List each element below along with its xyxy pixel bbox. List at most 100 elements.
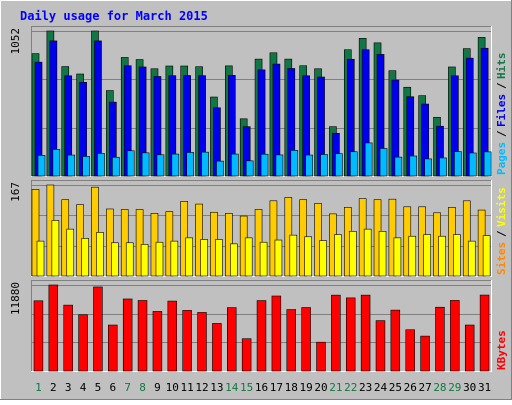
bar-pages-day-8	[141, 152, 150, 177]
bar-sites-day-4	[81, 238, 89, 277]
bar-visits-day-20	[314, 203, 322, 277]
bar-sites-day-22	[348, 231, 357, 277]
bar-visits-day-30	[462, 200, 471, 277]
bar-kbytes-day-28	[435, 306, 445, 372]
bar-pages-day-9	[156, 154, 165, 177]
bar-sites-day-2	[51, 220, 60, 277]
day-label-10: 10	[166, 381, 179, 394]
bar-pages-day-25	[394, 156, 403, 177]
legend-kbytes: KBytes	[495, 330, 508, 370]
bar-pages-day-5	[97, 153, 105, 177]
bar-pages-day-19	[305, 154, 313, 177]
bar-kbytes-day-16	[256, 300, 267, 372]
day-label-14: 14	[225, 381, 239, 394]
bar-kbytes-day-5	[93, 286, 103, 372]
day-label-3: 3	[65, 381, 72, 394]
bar-sites-day-23	[363, 228, 372, 277]
day-label-2: 2	[50, 381, 57, 394]
bar-sites-day-25	[393, 237, 402, 277]
bar-sites-day-6	[111, 242, 119, 277]
bar-sites-day-24	[378, 231, 387, 277]
day-label-9: 9	[154, 381, 161, 394]
bar-pages-day-4	[82, 156, 90, 177]
day-label-30: 30	[463, 381, 476, 394]
day-label-13: 13	[210, 381, 223, 394]
bar-kbytes-day-15	[241, 338, 252, 372]
bar-pages-day-15	[245, 160, 254, 177]
day-label-16: 16	[255, 381, 268, 394]
bar-kbytes-day-31	[479, 294, 490, 372]
day-label-17: 17	[270, 381, 283, 394]
panel-hits-files-pages-legend-separator: /	[495, 82, 508, 89]
bar-sites-day-18	[289, 234, 298, 277]
bar-pages-day-12	[201, 151, 209, 177]
bar-visits-day-8	[135, 209, 144, 277]
panel-visits-sites-max-label: 167	[9, 182, 22, 202]
bar-kbytes-day-21	[331, 294, 341, 372]
bar-sites-day-14	[230, 243, 238, 277]
day-label-27: 27	[418, 381, 431, 394]
chart-title: Daily usage for March 2015	[20, 9, 208, 23]
bar-kbytes-day-2	[48, 284, 59, 372]
bar-pages-day-2	[52, 149, 61, 177]
day-label-5: 5	[95, 381, 102, 394]
bar-kbytes-day-3	[63, 304, 73, 372]
bar-pages-day-14	[231, 153, 239, 177]
day-label-26: 26	[404, 381, 417, 394]
day-label-7: 7	[124, 381, 131, 394]
panel-visits-sites-legend-separator: /	[495, 230, 508, 237]
bar-pages-day-18	[290, 150, 299, 177]
bar-sites-day-16	[259, 241, 268, 277]
day-label-28: 28	[433, 381, 446, 394]
day-label-24: 24	[374, 381, 388, 394]
legend-sites: Sites	[495, 242, 508, 275]
bar-kbytes-day-24	[375, 320, 386, 372]
bar-sites-day-17	[274, 239, 283, 277]
bar-kbytes-day-18	[286, 309, 296, 372]
bar-kbytes-day-27	[420, 335, 430, 372]
bar-kbytes-day-20	[316, 341, 326, 372]
bar-pages-day-6	[112, 156, 120, 177]
bar-sites-day-28	[438, 235, 446, 277]
bar-kbytes-day-9	[152, 311, 163, 372]
bar-visits-day-5	[91, 186, 99, 277]
bar-pages-day-16	[260, 153, 269, 177]
day-label-25: 25	[389, 381, 402, 394]
day-label-29: 29	[448, 381, 461, 394]
bar-sites-day-12	[200, 239, 208, 277]
bar-kbytes-day-19	[301, 307, 311, 372]
bar-kbytes-day-4	[78, 314, 88, 372]
day-label-6: 6	[109, 381, 116, 394]
bar-sites-day-26	[408, 235, 417, 277]
bar-pages-day-31	[483, 151, 492, 177]
bar-sites-day-30	[467, 240, 476, 277]
bar-pages-day-28	[439, 157, 447, 177]
bar-pages-day-13	[216, 160, 224, 177]
bar-visits-day-17	[269, 200, 278, 277]
bar-pages-day-7	[126, 150, 135, 177]
bar-sites-day-13	[215, 239, 223, 277]
bar-kbytes-day-26	[405, 329, 415, 372]
bar-pages-day-23	[364, 142, 373, 177]
bar-sites-day-9	[155, 241, 164, 277]
bar-pages-day-30	[468, 152, 477, 177]
day-label-8: 8	[139, 381, 146, 394]
bar-pages-day-1	[37, 155, 46, 177]
bar-sites-day-10	[170, 240, 179, 277]
panel-hits-files-pages-max-label: 1052	[9, 28, 22, 55]
bar-kbytes-day-22	[345, 297, 356, 372]
legend-hits: Hits	[495, 53, 508, 80]
day-label-1: 1	[35, 381, 42, 394]
bar-kbytes-day-6	[108, 324, 118, 372]
bar-pages-day-29	[454, 151, 462, 177]
bar-sites-day-27	[423, 234, 431, 277]
bar-pages-day-17	[275, 154, 284, 177]
bar-pages-day-26	[409, 155, 418, 177]
bar-sites-day-15	[244, 237, 253, 277]
bar-kbytes-day-10	[167, 300, 178, 372]
day-label-20: 20	[314, 381, 327, 394]
bar-kbytes-day-17	[271, 295, 282, 372]
bar-kbytes-day-29	[450, 300, 460, 372]
bar-kbytes-day-8	[137, 300, 148, 372]
bar-sites-day-1	[36, 240, 45, 277]
